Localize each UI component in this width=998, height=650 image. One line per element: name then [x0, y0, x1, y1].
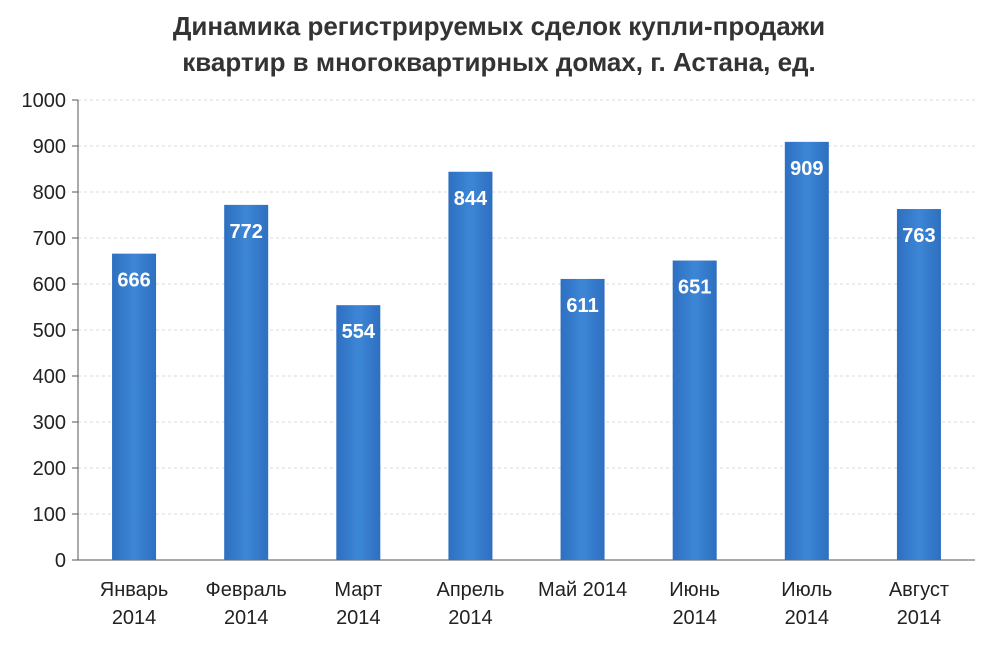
- x-category-label: 2014: [336, 607, 381, 629]
- data-label: 651: [678, 277, 711, 299]
- x-category-label: Февраль: [206, 579, 287, 601]
- data-label: 554: [342, 321, 376, 343]
- x-category-label: 2014: [897, 607, 942, 629]
- bar-0: [112, 253, 157, 560]
- y-tick-label: 1000: [22, 90, 67, 112]
- y-tick-label: 800: [33, 182, 66, 204]
- chart-title-line-1: Динамика регистрируемых сделок купли-про…: [172, 11, 826, 41]
- y-tick-label: 600: [33, 274, 66, 296]
- bar-1: [224, 204, 269, 560]
- bars: [112, 141, 941, 561]
- y-tick-label: 700: [33, 228, 66, 250]
- x-category-label: 2014: [672, 607, 717, 629]
- x-category-label: 2014: [448, 607, 493, 629]
- y-tick-label: 100: [33, 504, 66, 526]
- y-tick-label: 400: [33, 366, 66, 388]
- y-tick-label: 200: [33, 458, 66, 480]
- data-label: 844: [454, 188, 488, 210]
- x-category-label: Август: [889, 579, 949, 601]
- chart-title: Динамика регистрируемых сделок купли-про…: [0, 8, 998, 80]
- data-label: 909: [790, 158, 823, 180]
- x-category-label: Июль: [781, 579, 832, 601]
- x-category-label: Июнь: [669, 579, 720, 601]
- bar-7: [896, 209, 941, 560]
- labels: 0 100 200 300 400 500 600 700 800 900 1000 666 Январ…: [22, 90, 950, 629]
- x-category-label: Январь: [100, 579, 169, 601]
- x-category-label: 2014: [224, 607, 269, 629]
- y-tick-label: 500: [33, 320, 66, 342]
- bar-4: [560, 278, 605, 560]
- x-category-label: 2014: [785, 607, 830, 629]
- bar-3: [448, 171, 493, 560]
- bar-6: [784, 141, 829, 561]
- bar-2: [336, 305, 381, 560]
- data-label: 611: [566, 295, 598, 317]
- grid-lines: [78, 99, 975, 515]
- data-label: 763: [902, 225, 935, 247]
- x-category-label: 2014: [112, 607, 157, 629]
- x-category-label: Март: [334, 579, 382, 601]
- data-label: 666: [117, 270, 150, 292]
- x-category-label: Май 2014: [538, 579, 627, 601]
- data-label: 772: [230, 221, 263, 243]
- y-tick-label: 300: [33, 412, 66, 434]
- y-tick-label: 0: [55, 550, 66, 572]
- chart-title-line-2: квартир в многоквартирных домах, г. Аста…: [182, 47, 816, 77]
- x-category-label: Апрель: [437, 579, 505, 601]
- y-tick-label: 900: [33, 136, 66, 158]
- bar-5: [672, 260, 717, 560]
